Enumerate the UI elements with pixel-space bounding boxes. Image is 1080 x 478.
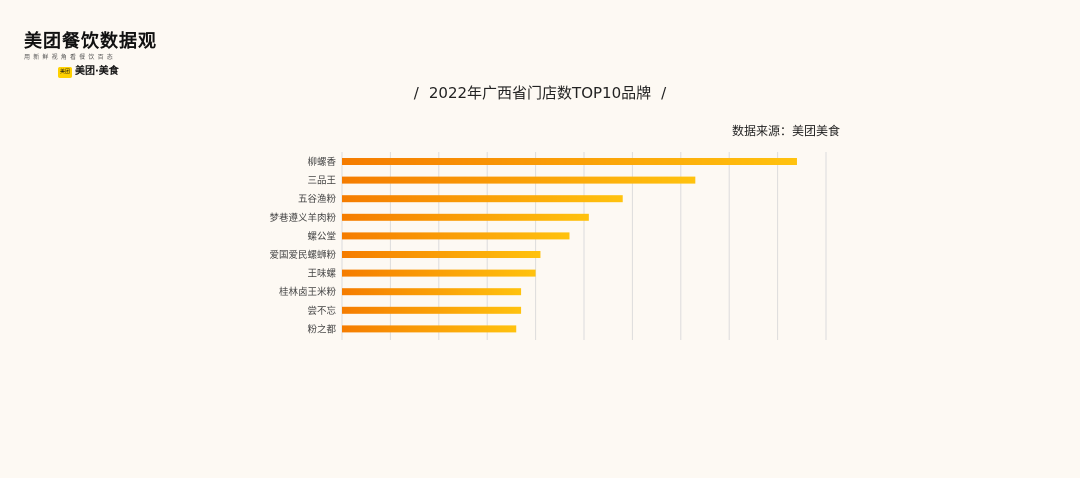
chart-title: / 2022年广西省门店数TOP10品牌 / bbox=[0, 83, 1080, 103]
category-label: 粉之都 bbox=[307, 323, 336, 335]
category-label: 爱国爱民螺蛳粉 bbox=[269, 249, 336, 261]
brand-name: 美团·美食 bbox=[75, 66, 119, 77]
bars bbox=[342, 158, 797, 333]
meituan-badge-icon: 美团 bbox=[58, 66, 72, 78]
category-label: 柳螺香 bbox=[307, 156, 336, 168]
bar bbox=[342, 176, 696, 184]
category-labels: 柳螺香三品王五谷渔粉梦巷遵义羊肉粉螺公堂爱国爱民螺蛳粉王味螺桂林卤王米粉尝不忘粉… bbox=[269, 156, 336, 335]
bar bbox=[342, 158, 797, 165]
title-slash-left: / bbox=[413, 84, 419, 102]
bar bbox=[342, 288, 522, 296]
category-label: 尝不忘 bbox=[307, 305, 336, 317]
bar bbox=[342, 213, 589, 221]
bar bbox=[342, 325, 517, 333]
category-label: 王味螺 bbox=[307, 268, 336, 280]
title-slash-right: / bbox=[661, 84, 667, 102]
category-label: 三品王 bbox=[307, 176, 336, 187]
category-label: 桂林卤王米粉 bbox=[279, 286, 337, 298]
bar bbox=[342, 195, 623, 203]
chart-title-text: 2022年广西省门店数TOP10品牌 bbox=[428, 84, 652, 102]
data-source: 数据来源：美团美食 bbox=[731, 124, 840, 138]
logo-title: 美团餐饮数据观 bbox=[24, 31, 157, 52]
logo: 美团餐饮数据观 用新鲜视角看餐饮百态 美团 美团·美食 bbox=[24, 32, 164, 78]
category-label: 螺公堂 bbox=[307, 230, 336, 242]
bar bbox=[342, 306, 522, 314]
category-label: 五谷渔粉 bbox=[298, 193, 337, 205]
bar bbox=[342, 269, 536, 277]
category-label: 梦巷遵义羊肉粉 bbox=[269, 212, 336, 224]
bar bbox=[342, 251, 541, 258]
bar bbox=[342, 232, 570, 240]
brand-mark: 美团 美团·美食 bbox=[58, 66, 164, 78]
logo-slogan: 用新鲜视角看餐饮百态 bbox=[24, 54, 117, 61]
